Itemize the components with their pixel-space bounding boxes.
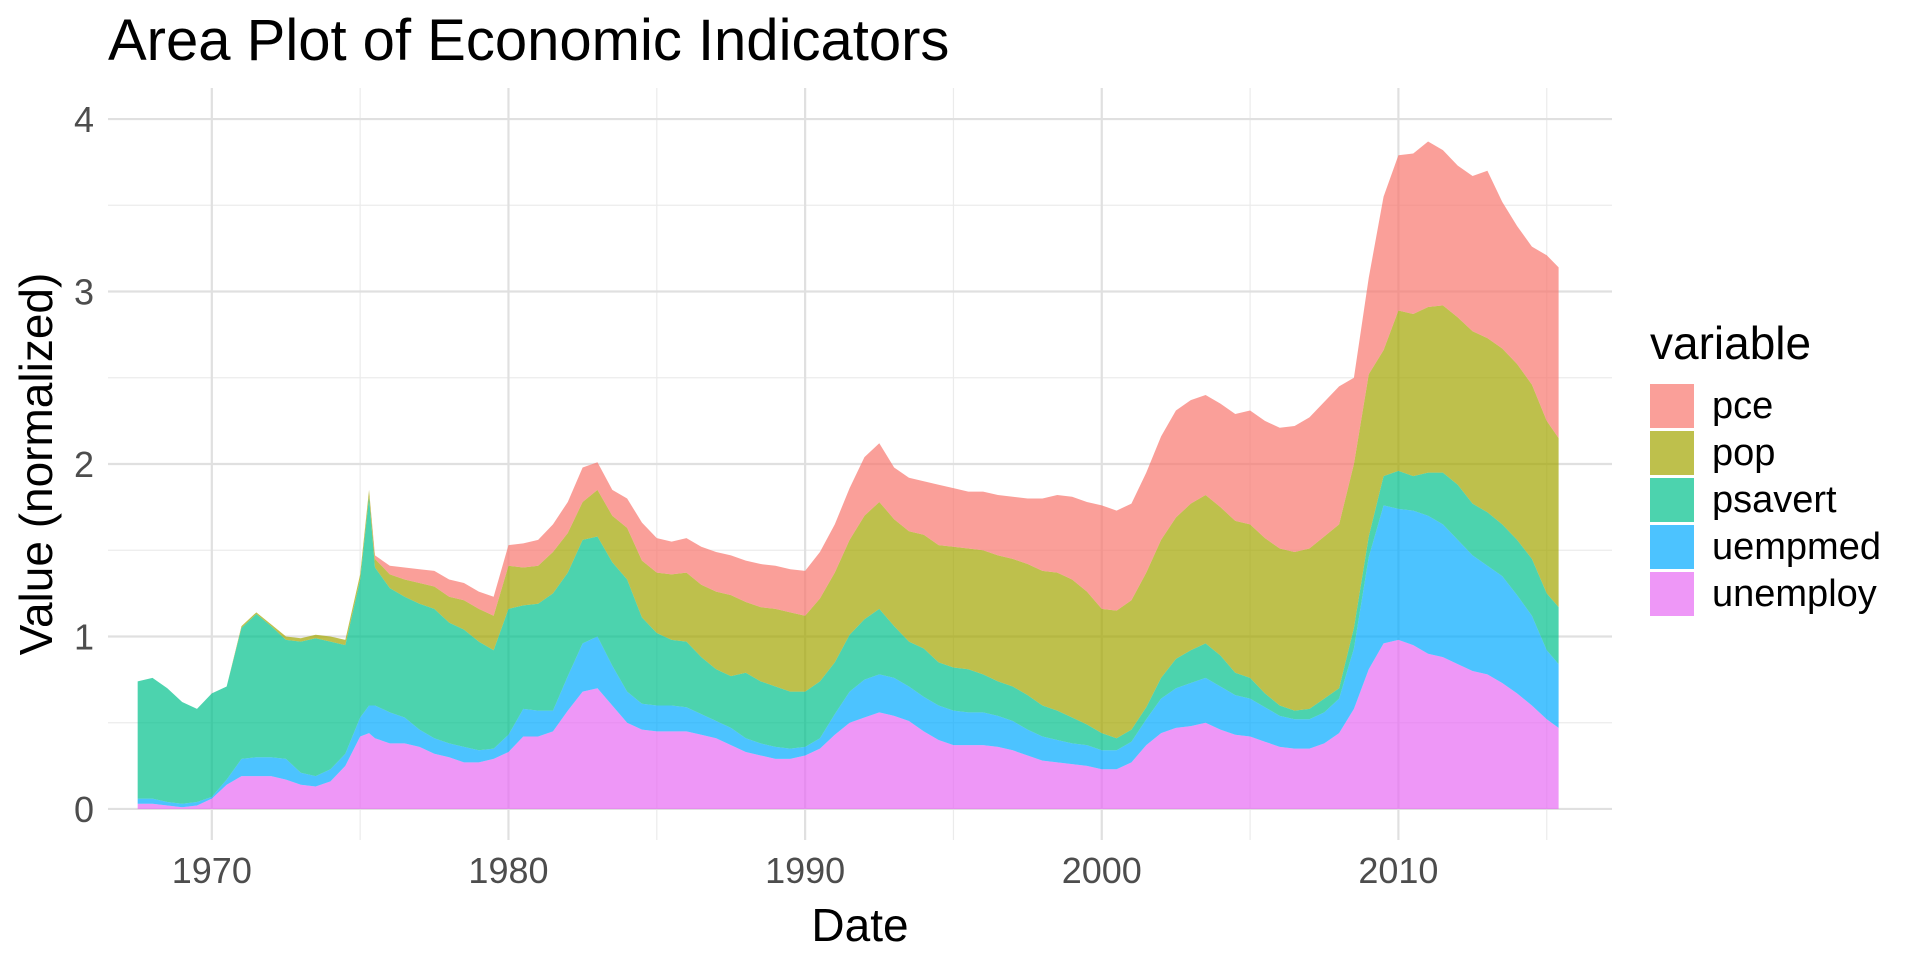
x-tick-label: 2000 bbox=[1062, 850, 1142, 891]
legend-item-unemploy: unemploy bbox=[1650, 571, 1881, 618]
x-axis-title: Date bbox=[811, 899, 908, 951]
legend-label: psavert bbox=[1712, 478, 1837, 521]
legend: variable pce pop psavert uempmed unemploy bbox=[1650, 318, 1881, 618]
legend-title: variable bbox=[1650, 317, 1812, 369]
axis-layer: 1970 1980 1990 2000 2010 0 1 2 3 4 Date Value (norm… bbox=[10, 99, 1438, 951]
area-pce bbox=[137, 141, 1559, 709]
y-tick-label: 3 bbox=[74, 272, 94, 313]
legend-item-pce: pce bbox=[1650, 383, 1881, 430]
chart-title: Area Plot of Economic Indicators bbox=[108, 8, 950, 73]
y-tick-label: 0 bbox=[74, 789, 94, 830]
x-tick-label: 2010 bbox=[1358, 850, 1438, 891]
area-uempmed bbox=[137, 505, 1559, 808]
area-unemploy bbox=[137, 639, 1559, 809]
legend-swatch bbox=[1650, 478, 1694, 523]
legend-item-uempmed: uempmed bbox=[1650, 524, 1881, 571]
legend-swatch bbox=[1650, 384, 1694, 429]
legend-swatch bbox=[1650, 525, 1694, 570]
legend-item-pop: pop bbox=[1650, 430, 1881, 477]
area-layer bbox=[137, 141, 1559, 809]
x-tick-label: 1990 bbox=[765, 850, 845, 891]
legend-swatch bbox=[1650, 572, 1694, 617]
legend-label: unemploy bbox=[1712, 572, 1877, 615]
x-tick-label: 1980 bbox=[468, 850, 548, 891]
x-tick-label: 1970 bbox=[172, 850, 252, 891]
area-psavert bbox=[137, 470, 1559, 804]
y-axis-title: Value (normalized) bbox=[10, 273, 62, 656]
legend-item-psavert: psavert bbox=[1650, 477, 1881, 524]
y-tick-label: 1 bbox=[74, 616, 94, 657]
legend-label: pce bbox=[1712, 384, 1774, 427]
area-pop bbox=[137, 305, 1559, 739]
legend-label: pop bbox=[1712, 431, 1776, 474]
y-tick-label: 4 bbox=[74, 99, 94, 140]
legend-label: uempmed bbox=[1712, 525, 1881, 568]
legend-items: pce pop psavert uempmed unemploy bbox=[1650, 383, 1881, 618]
y-tick-label: 2 bbox=[74, 444, 94, 485]
legend-swatch bbox=[1650, 431, 1694, 476]
